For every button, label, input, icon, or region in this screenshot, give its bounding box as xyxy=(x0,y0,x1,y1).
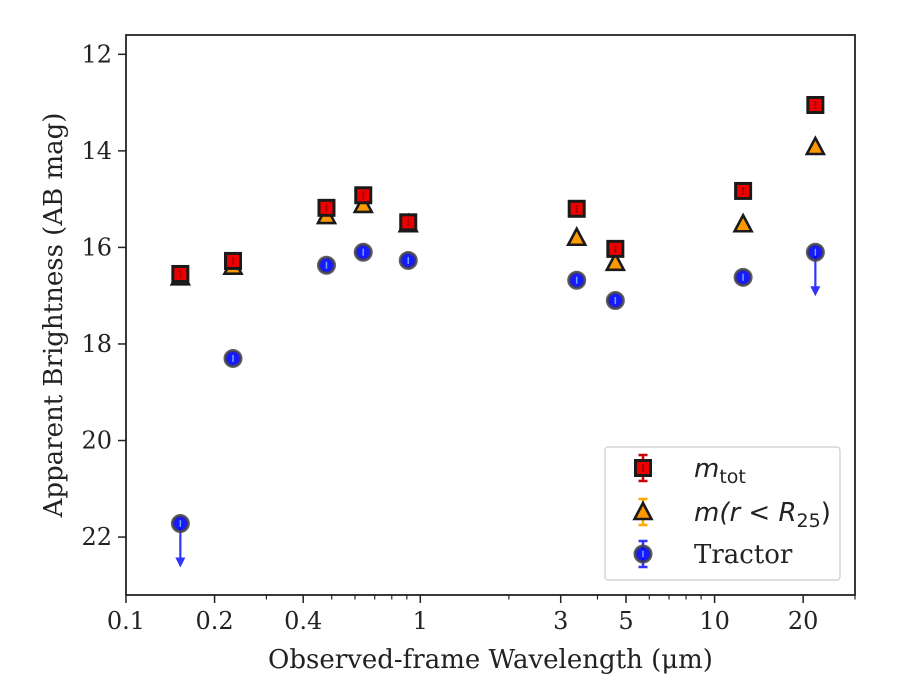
x-tick-label: 3 xyxy=(553,607,568,635)
legend-label: Tractor xyxy=(694,540,793,570)
data-point xyxy=(806,96,825,114)
triangle-marker xyxy=(804,135,827,156)
data-point xyxy=(224,251,243,270)
legend-label: m(r < R25) xyxy=(694,498,831,532)
x-tick-label: 0.1 xyxy=(107,607,145,635)
data-point xyxy=(354,186,373,205)
data-point xyxy=(605,291,625,311)
data-point xyxy=(604,251,627,272)
data-point xyxy=(567,270,587,290)
legend-label: mtot xyxy=(694,454,746,488)
data-point xyxy=(734,181,753,200)
triangle-marker xyxy=(566,225,588,247)
x-tick-label: 1 xyxy=(413,607,428,635)
y-tick-label: 12 xyxy=(81,40,112,68)
data-point xyxy=(804,135,827,156)
plot-frame xyxy=(125,34,856,596)
data-point xyxy=(606,239,625,258)
data-point xyxy=(170,514,190,534)
y-tick-label: 22 xyxy=(81,523,112,551)
x-tick-label: 5 xyxy=(618,607,633,635)
y-tick-label: 16 xyxy=(81,233,112,261)
legend-box xyxy=(604,446,841,581)
upper-limit-arrowhead xyxy=(810,286,821,297)
data-point xyxy=(732,212,754,233)
x-tick-label: 20 xyxy=(788,607,819,635)
data-point xyxy=(223,348,243,368)
data-point xyxy=(171,264,190,283)
legend-marker xyxy=(633,544,653,564)
data-point xyxy=(567,199,586,218)
data-point xyxy=(566,225,588,247)
triangle-marker xyxy=(632,500,654,521)
y-tick-label: 20 xyxy=(81,427,112,455)
y-tick-label: 18 xyxy=(81,330,112,358)
data-point xyxy=(733,267,753,287)
data-point xyxy=(353,242,373,262)
series-square xyxy=(171,96,825,283)
x-tick-label: 0.4 xyxy=(284,607,322,635)
x-tick-label: 10 xyxy=(699,607,730,635)
data-point xyxy=(317,198,336,217)
data-point xyxy=(805,242,825,262)
data-point xyxy=(316,255,336,275)
y-tick-label: 14 xyxy=(81,137,112,165)
y-axis-label: Apparent Brightness (AB mag) xyxy=(39,113,69,519)
upper-limit-arrowhead xyxy=(175,557,186,568)
triangle-marker xyxy=(732,212,754,233)
x-tick-label: 0.2 xyxy=(196,607,234,635)
series-triangle xyxy=(169,135,827,286)
legend-marker xyxy=(632,500,654,521)
data-point xyxy=(398,250,418,270)
triangle-marker xyxy=(604,251,627,272)
series-circle xyxy=(170,242,825,534)
legend-marker xyxy=(634,459,652,477)
x-axis-label: Observed-frame Wavelength (μm) xyxy=(268,645,713,675)
data-point xyxy=(399,213,418,232)
